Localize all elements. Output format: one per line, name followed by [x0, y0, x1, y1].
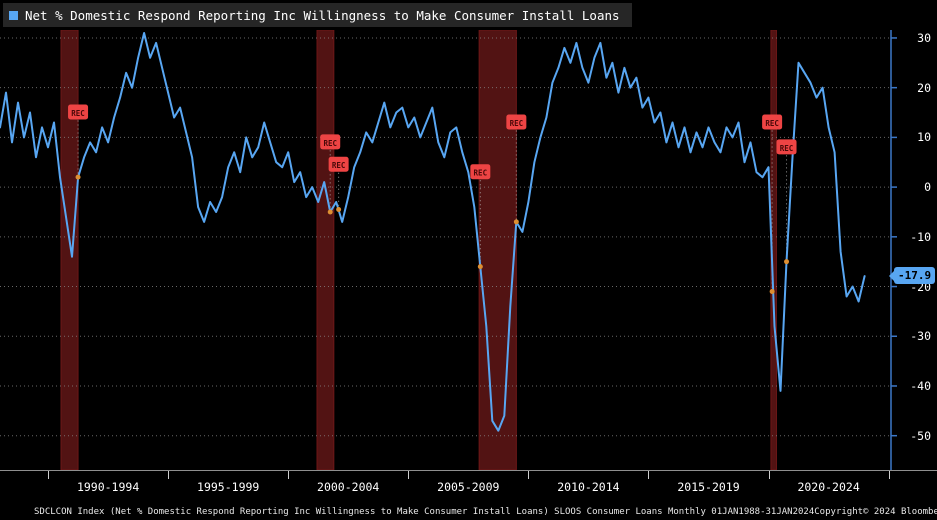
rec-tag-label: REC: [510, 119, 524, 128]
x-axis: 1990-1994 1995-1999 2000-2004 2005-2009 2010…: [0, 470, 937, 504]
x-axis-label: 2005-2009: [437, 480, 500, 494]
x-axis-tick: [288, 471, 290, 479]
rec-tag-label: REC: [71, 109, 85, 118]
x-axis-tick: [408, 471, 410, 479]
rec-marker-dot: [513, 219, 519, 225]
rec-tag-label: REC: [780, 144, 794, 153]
rec-tag-label: REC: [474, 169, 488, 178]
x-axis-tick: [48, 471, 49, 479]
rec-tag: [506, 114, 527, 130]
rec-tag: [328, 156, 349, 172]
chart-plot-area[interactable]: REC REC REC REC REC REC REC: [0, 30, 937, 470]
x-axis-label: 2015-2019: [677, 480, 740, 494]
x-axis-label: 1990-1994: [76, 480, 140, 494]
x-axis-tick: [168, 471, 170, 479]
x-axis-tick: [528, 471, 530, 479]
chart-title-bar: Net % Domestic Respond Reporting Inc Wil…: [0, 0, 937, 30]
rec-tag: [470, 164, 491, 180]
rec-tag-label: REC: [323, 139, 337, 148]
last-value-badge: -17.9: [888, 267, 936, 284]
x-axis-label: 1995-1999: [197, 480, 260, 494]
footer-description: SDCLCON Index (Net % Domestic Respond Re…: [34, 506, 815, 517]
rec-tag-label: REC: [332, 161, 346, 170]
rec-tag: [68, 104, 89, 120]
rec-marker-dot: [769, 289, 775, 295]
x-axis-label: 2010-2014: [557, 480, 620, 494]
rec-marker-dot: [75, 174, 81, 180]
recession-band: [316, 30, 335, 470]
x-axis-label: 2020-2024: [797, 480, 860, 494]
chart-title: Net % Domestic Respond Reporting Inc Wil…: [25, 7, 620, 23]
rec-marker-dot: [784, 259, 790, 265]
footer-bar: SDCLCON Index (Net % Domestic Respond Re…: [0, 503, 937, 520]
recession-band: [478, 30, 517, 470]
x-axis-tick: [888, 471, 890, 479]
legend-swatch-icon: [9, 10, 18, 20]
series-line: [0, 32, 866, 432]
x-axis-label: 2000-2004: [317, 480, 380, 494]
rec-tag: [762, 114, 783, 130]
rec-marker-dot: [477, 264, 483, 270]
rec-tag-label: REC: [765, 119, 779, 128]
rec-tag: [776, 139, 797, 155]
rec-marker-dot: [327, 209, 333, 215]
x-axis-tick: [648, 471, 650, 479]
footer-copyright: Copyright© 2024 Bloomberg Finance L.P.: [814, 506, 937, 517]
chart-canvas: REC REC REC REC REC REC REC: [0, 30, 897, 470]
legend-item[interactable]: Net % Domestic Respond Reporting Inc Wil…: [3, 3, 632, 27]
recession-band: [60, 30, 79, 470]
rec-tag: [320, 134, 341, 150]
rec-marker-dot: [336, 206, 342, 212]
x-axis-tick: [768, 471, 770, 479]
